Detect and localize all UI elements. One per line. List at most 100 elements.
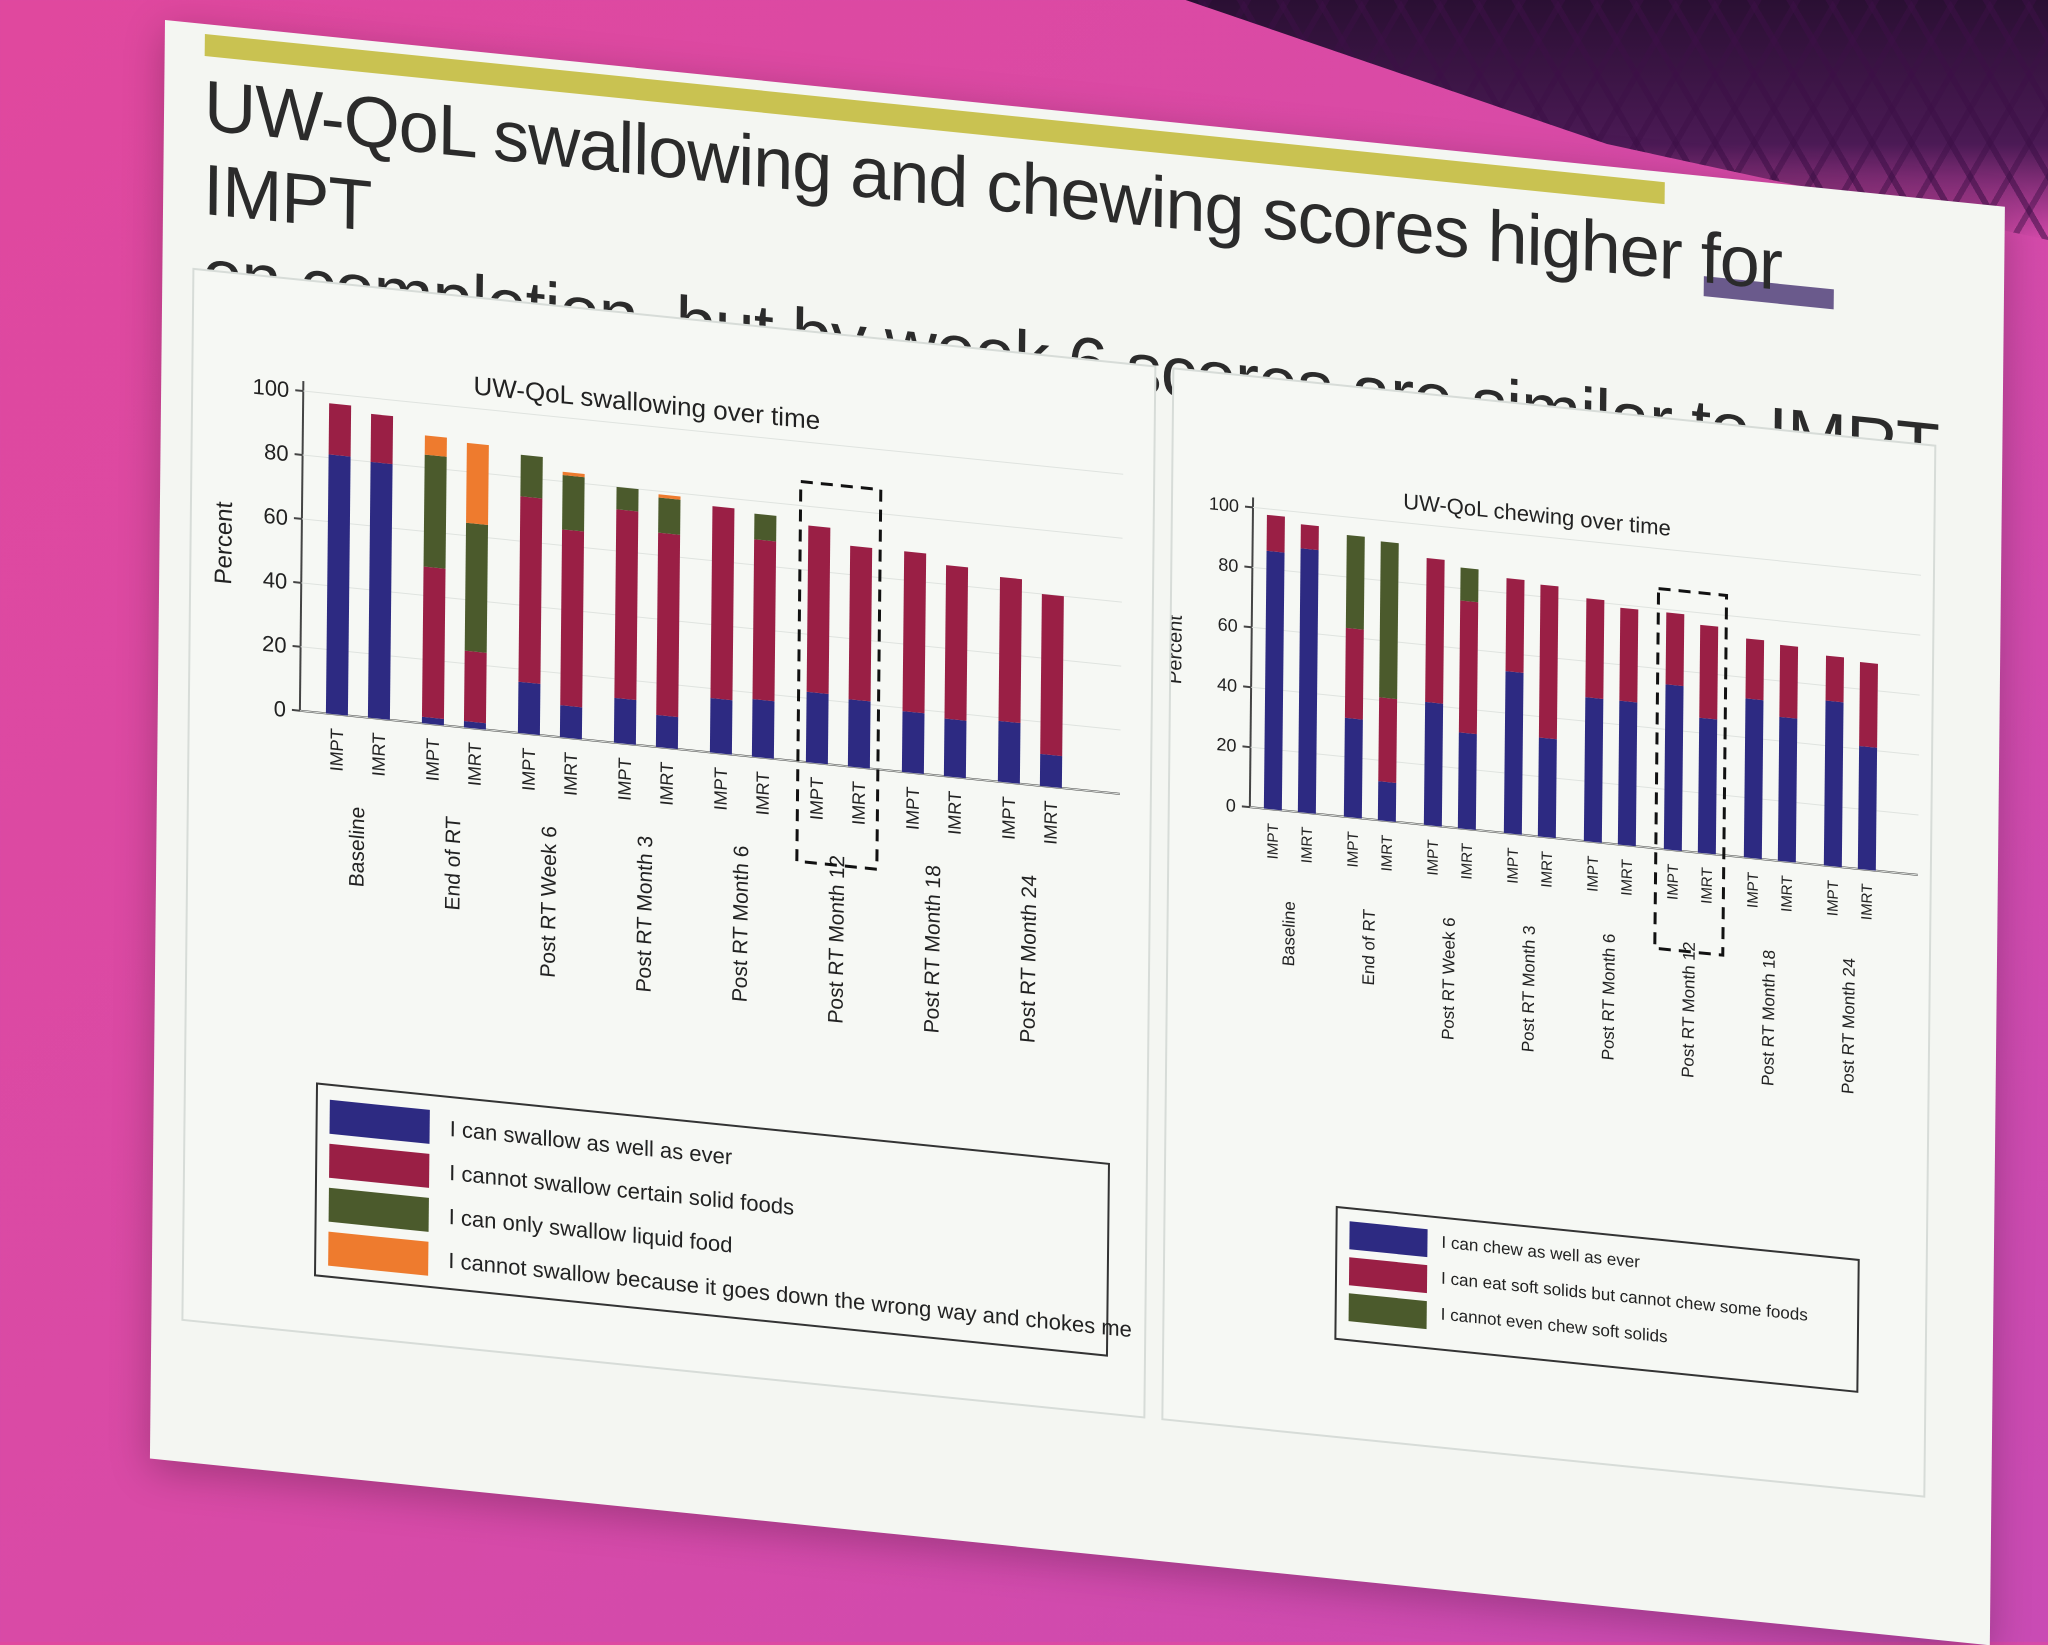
legend-swatch bbox=[1349, 1293, 1427, 1329]
legend-swatch bbox=[330, 1100, 430, 1144]
chart1-group-label: IMPT bbox=[1745, 871, 1762, 908]
chart0-bar-segment bbox=[425, 435, 447, 456]
legend-label: I can swallow as well as ever bbox=[450, 1116, 733, 1171]
chart1-bar-segment bbox=[1345, 628, 1364, 720]
chart1-bar-segment bbox=[1460, 567, 1478, 602]
chart0-bar-segment bbox=[326, 454, 351, 715]
chart1-bar-segment bbox=[1378, 697, 1397, 783]
chart1-group-label: IMRT bbox=[1539, 850, 1556, 888]
chart0-bar-segment bbox=[518, 682, 541, 735]
chart1-bar-segment bbox=[1538, 737, 1557, 838]
chart0-bar-segment bbox=[656, 715, 678, 749]
chart0-bar-segment bbox=[614, 698, 636, 745]
chart0-y-tick-label: 40 bbox=[263, 567, 288, 594]
legend-label: I can chew as well as ever bbox=[1441, 1233, 1640, 1273]
legend-swatch bbox=[1349, 1221, 1427, 1257]
chart1-bar-segment bbox=[1824, 701, 1844, 868]
chart1-bar-segment bbox=[1585, 598, 1604, 699]
chart1-bar-segment bbox=[1779, 645, 1798, 719]
chart0-y-tick-label: 0 bbox=[274, 696, 287, 722]
legend-swatch bbox=[328, 1232, 428, 1276]
chart1-group-label: IMPT bbox=[1345, 831, 1362, 868]
chart1-group-label: IMRT bbox=[1459, 842, 1476, 880]
chart1-bar-segment bbox=[1584, 697, 1604, 843]
legend-swatch bbox=[329, 1188, 429, 1232]
chart0-bar-segment bbox=[656, 533, 680, 717]
chart0-bar-segment bbox=[424, 455, 447, 569]
chart1-bar-segment bbox=[1379, 541, 1399, 699]
chart1-bar-segment bbox=[1744, 698, 1764, 859]
chart1-y-tick-label: 100 bbox=[1209, 493, 1239, 516]
chart0-group-label: IMRT bbox=[657, 761, 677, 807]
chart1-y-tick-label: 40 bbox=[1217, 674, 1237, 696]
chart1-y-tick bbox=[1244, 567, 1252, 568]
chart1-y-axis-label: Percent bbox=[1166, 614, 1186, 685]
chart0-timepoint-label: Post RT Month 18 bbox=[921, 864, 946, 1035]
chart1-bar-segment bbox=[1506, 578, 1525, 673]
chart1-bar-segment bbox=[1346, 535, 1365, 630]
chart0-group-label: IMPT bbox=[807, 776, 827, 821]
chart1-bar-segment bbox=[1458, 732, 1477, 830]
legend-swatch bbox=[329, 1144, 429, 1188]
chart1-group-label: IMRT bbox=[1299, 826, 1316, 864]
chart0-bar-segment bbox=[658, 498, 680, 535]
chart0-group-label: IMPT bbox=[327, 727, 347, 772]
chart1-bar-segment bbox=[1664, 684, 1684, 851]
chart1-bar-segment bbox=[1344, 718, 1363, 819]
chart0-group-label: IMPT bbox=[999, 796, 1019, 841]
chart1-bar-segment bbox=[1298, 548, 1319, 814]
chart0-bar-segment bbox=[902, 711, 925, 774]
chart0-group-label: IMPT bbox=[711, 766, 731, 811]
chewing-chart: UW-QoL chewing over time020406080100Perc… bbox=[1166, 369, 1934, 1205]
chart0-timepoint-label: Post RT Month 24 bbox=[1017, 873, 1042, 1044]
chart1-y-axis bbox=[1250, 497, 1253, 807]
chart0-bar-segment bbox=[371, 414, 394, 464]
chart0-timepoint-label: Post RT Month 6 bbox=[729, 844, 754, 1003]
chart1-bar-segment bbox=[1858, 746, 1877, 871]
chart0-bar-segment bbox=[614, 509, 638, 700]
chart1-y-tick bbox=[1242, 806, 1250, 807]
chart1-group-label: IMPT bbox=[1265, 823, 1282, 860]
chart1-timepoint-label: Post RT Month 12 bbox=[1678, 941, 1698, 1079]
chart0-timepoint-label: Post RT Week 6 bbox=[537, 825, 562, 979]
chart1-bar-segment bbox=[1619, 608, 1638, 703]
chart1-bar-segment bbox=[1666, 612, 1685, 686]
chart0-bar-segment bbox=[754, 514, 776, 542]
chart1-bar-segment bbox=[1378, 781, 1396, 822]
chart0-y-tick-label: 20 bbox=[262, 631, 287, 658]
chart1-bar-segment bbox=[1459, 600, 1478, 734]
legend-label: I cannot swallow because it goes down th… bbox=[448, 1248, 1132, 1343]
chart0-bar-segment bbox=[903, 551, 927, 713]
chart0-y-tick-label: 80 bbox=[264, 439, 289, 466]
chart0-bar-segment bbox=[944, 719, 967, 779]
chart1-bar-segment bbox=[1267, 515, 1285, 553]
chart1-bar-segment bbox=[1539, 585, 1559, 740]
chart1-bar-segment bbox=[1859, 662, 1878, 748]
chart0-y-axis-label: Percent bbox=[210, 500, 238, 586]
chart0-bar-segment bbox=[848, 699, 871, 768]
chart1-y-tick-label: 60 bbox=[1218, 614, 1238, 636]
chart1-group-label: IMPT bbox=[1665, 863, 1682, 900]
chart0-group-label: IMPT bbox=[423, 737, 443, 782]
chart0-bar-segment bbox=[466, 443, 489, 525]
chart1-bar-segment bbox=[1745, 638, 1764, 700]
chart1-timepoint-label: Post RT Month 18 bbox=[1758, 949, 1778, 1087]
chart1-timepoint-label: Baseline bbox=[1279, 900, 1299, 967]
chart1-timepoint-label: Post RT Month 24 bbox=[1838, 957, 1858, 1095]
chart1-y-tick bbox=[1243, 686, 1251, 687]
chart0-y-axis bbox=[300, 381, 303, 711]
chart1-group-label: IMRT bbox=[1779, 875, 1796, 913]
chart0-bar-segment bbox=[464, 651, 487, 724]
chart0-bar-segment bbox=[1040, 754, 1062, 788]
chart0-bar-segment bbox=[807, 526, 831, 694]
chart0-bar-segment bbox=[806, 692, 829, 765]
chart0-group-label: IMRT bbox=[945, 790, 965, 836]
chart1-y-tick bbox=[1242, 746, 1250, 747]
chart0-bar-segment bbox=[1040, 594, 1064, 756]
chart0-timepoint-label: Post RT Month 3 bbox=[633, 835, 658, 994]
chart1-bar-segment bbox=[1264, 551, 1285, 811]
chart1-group-label: IMRT bbox=[1379, 834, 1396, 872]
chart0-group-label: IMRT bbox=[561, 751, 581, 797]
